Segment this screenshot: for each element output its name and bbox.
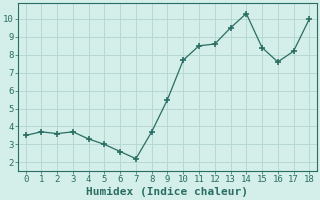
X-axis label: Humidex (Indice chaleur): Humidex (Indice chaleur) [86,187,248,197]
